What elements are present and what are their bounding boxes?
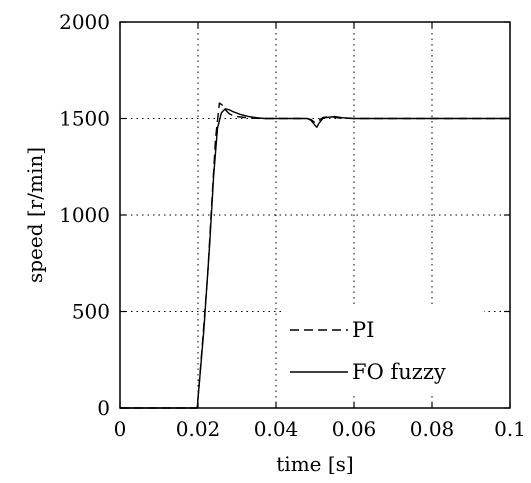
series-lines: [120, 102, 510, 409]
y-tick-label: 500: [72, 300, 110, 324]
series-line-fo-fuzzy: [120, 108, 510, 409]
y-tick-label: 0: [97, 396, 110, 420]
x-tick-label: 0.02: [176, 417, 221, 441]
x-tick-label: 0.04: [254, 417, 299, 441]
y-axis-label: speed [r/min]: [23, 147, 47, 283]
y-tick-label: 2000: [59, 10, 110, 34]
x-tick-label: 0: [114, 417, 127, 441]
y-tick-label: 1000: [59, 203, 110, 227]
axes-frame: [119, 21, 511, 409]
legend-label: PI: [352, 318, 374, 342]
x-axis-label: time [s]: [276, 452, 353, 476]
legend: PI FO fuzzy: [284, 308, 484, 392]
legend-label: FO fuzzy: [352, 360, 446, 384]
legend-box: [284, 308, 484, 392]
x-tick-label: 0.06: [332, 417, 377, 441]
y-tick-label: 1500: [59, 107, 110, 131]
tick-labels: 0 0.02 0.04 0.06 0.08 0.1 0 500 1000 1500 2000: [59, 10, 526, 441]
x-tick-label: 0.08: [410, 417, 455, 441]
x-tick-label: 0.1: [494, 417, 526, 441]
